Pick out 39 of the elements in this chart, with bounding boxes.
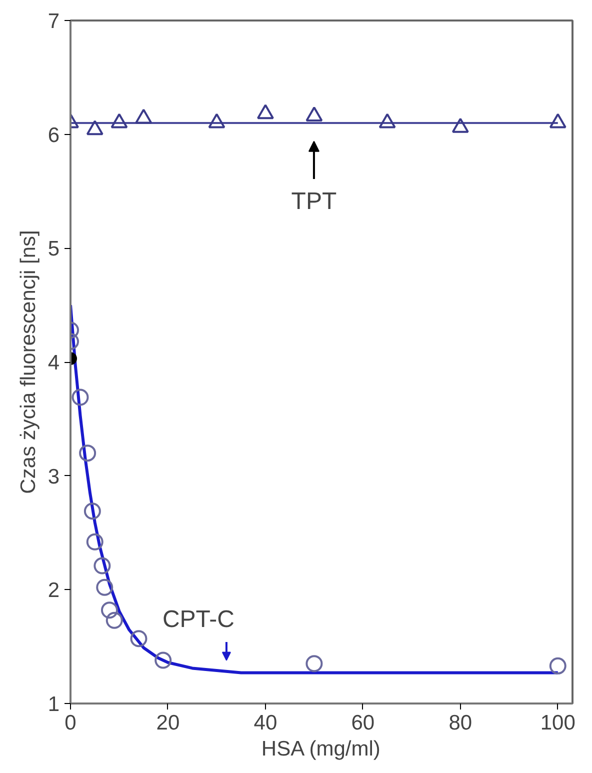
point [100, 602, 118, 619]
y-tick-label: 7 [48, 10, 60, 33]
y-tick-label: 1 [48, 693, 60, 716]
y-axis-title: Czas życia fluorescencji [ns] [16, 230, 40, 494]
point [79, 444, 96, 462]
point [72, 388, 89, 406]
x-tick-label: 20 [156, 712, 180, 734]
point [452, 118, 469, 133]
annotation: CPT-C [162, 606, 234, 633]
point [96, 578, 114, 596]
y-tick-label: 3 [48, 465, 60, 488]
line-series [70, 304, 560, 674]
point [154, 652, 172, 669]
annotation: TPT [291, 188, 337, 215]
point [378, 113, 396, 128]
point [86, 120, 104, 136]
point [86, 533, 104, 550]
point [84, 502, 101, 520]
x-tick-label: 60 [351, 712, 375, 734]
x-tick-label: 0 [64, 712, 76, 734]
y-tick-label: 4 [48, 352, 60, 374]
point [110, 113, 128, 128]
point [549, 657, 566, 674]
point [208, 113, 226, 128]
y-tick-label: 6 [48, 124, 60, 147]
y-tick-label: 5 [48, 238, 60, 261]
point [135, 108, 152, 124]
point [130, 630, 148, 648]
point [94, 557, 111, 574]
point [106, 612, 123, 629]
point [306, 655, 323, 672]
x-tick-label: 100 [540, 712, 576, 734]
x-tick-label: 80 [448, 712, 472, 734]
x-axis-title: HSA (mg/ml) [261, 738, 380, 760]
point [549, 113, 566, 128]
point [256, 104, 274, 120]
y-tick-label: 2 [48, 579, 60, 602]
x-tick-label: 40 [254, 712, 278, 734]
point [306, 106, 323, 122]
